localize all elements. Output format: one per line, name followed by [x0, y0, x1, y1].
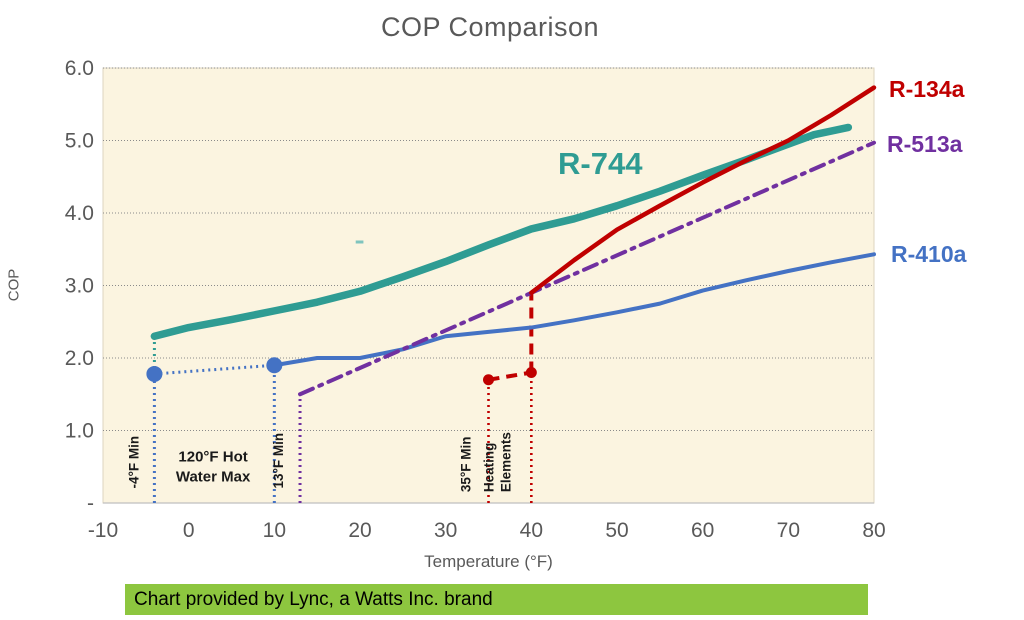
x-tick-label-20: 20 [348, 519, 371, 542]
x-axis-title: Temperature (°F) [424, 552, 553, 571]
y-tick-label-5.0: 5.0 [65, 130, 94, 153]
point-marker-1 [266, 357, 283, 374]
annotation-label-3: 13°F Min [271, 433, 286, 489]
series-line-r-513a [298, 140, 876, 397]
x-tick-label-60: 60 [691, 519, 714, 542]
x-tick-label-50: 50 [605, 519, 628, 542]
x-tick-label-80: 80 [862, 519, 885, 542]
x-tick-label-10: 10 [263, 519, 286, 542]
chart-svg: -10 0 10 20 30 40 50 60 70 80 - 1.0 2.0 3.0 4.0 5.0 6.0 -… [65, 57, 886, 542]
series-line-r-134a [529, 85, 877, 295]
x-tick-label-0: 0 [183, 519, 195, 542]
point-marker-0 [146, 365, 163, 382]
credit-banner: Chart provided by Lync, a Watts Inc. bra… [125, 584, 868, 615]
annotation-segment-1 [488, 370, 532, 382]
series-label-r-744: R-744 [558, 146, 643, 181]
series-line-r-410a [272, 252, 876, 368]
y-tick-label-2.0: 2.0 [65, 347, 94, 370]
point-marker-2 [483, 374, 494, 386]
series-label-r-410a: R-410a [891, 241, 967, 267]
y-tick-label-6.0: 6.0 [65, 57, 94, 80]
x-tick-label-40: 40 [520, 519, 543, 542]
x-tick-label-70: 70 [777, 519, 800, 542]
y-tick-label-1.0: 1.0 [65, 420, 94, 443]
x-tick-label--10: -10 [88, 519, 118, 542]
annotation-label-4: 35°F Min [459, 436, 474, 492]
annotation-label-5: Heating [482, 443, 497, 493]
plot-area [102, 67, 875, 504]
y-tick-label-4.0: 4.0 [65, 202, 94, 225]
y-tick-label--: - [87, 492, 94, 515]
annotation-segment-0 [154, 363, 275, 376]
x-tick-label-30: 30 [434, 519, 457, 542]
series-label-r-134a: R-134a [889, 76, 965, 102]
y-tick-label-3.0: 3.0 [65, 275, 94, 298]
chart-title: COP Comparison [380, 12, 600, 42]
point-marker-3 [525, 367, 537, 378]
annotation-label-1: 120°F Hot [178, 449, 247, 466]
series-label-r-513a: R-513a [887, 131, 963, 157]
annotation-label-6: Elements [498, 432, 513, 492]
annotation-label-2: Water Max [176, 468, 251, 485]
annotation-label-0: -4°F Min [126, 436, 141, 489]
